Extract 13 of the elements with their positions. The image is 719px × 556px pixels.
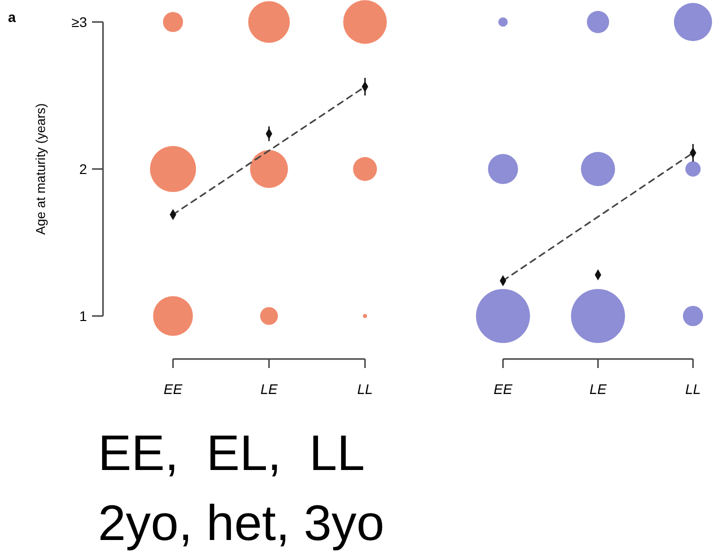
- y-tick-label: 1: [79, 308, 88, 324]
- y-axis-title: Age at maturity (years): [33, 103, 48, 235]
- y-tick-label: ≥3: [72, 14, 88, 30]
- text: EE, EL, LL: [98, 425, 365, 481]
- x-tick-label: LE: [589, 381, 608, 397]
- x-tick-label: EE: [164, 381, 183, 397]
- text: 2yo, het, 3yo: [98, 495, 384, 551]
- y-tick-label: 2: [79, 160, 88, 177]
- x-tick-label: LL: [357, 381, 373, 397]
- x-tick-label: LL: [685, 381, 701, 397]
- x-tick-label: EE: [494, 381, 513, 397]
- text: a: [8, 9, 16, 25]
- x-tick-label: LE: [260, 381, 278, 397]
